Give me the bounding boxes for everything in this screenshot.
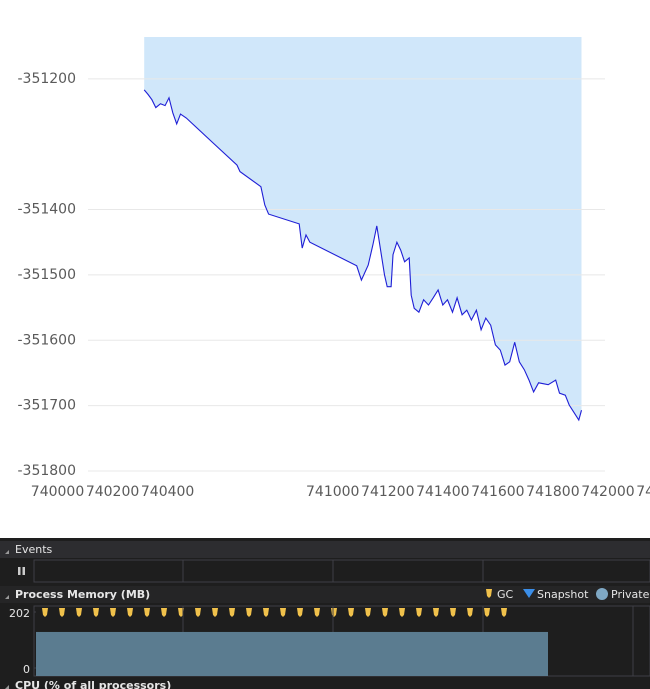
- pause-button[interactable]: [18, 567, 25, 575]
- cpu-title: CPU (% of all processors): [15, 679, 171, 689]
- y-tick-label: -351600: [18, 332, 77, 348]
- x-tick-label: 741600: [471, 484, 524, 500]
- gc-marker: [229, 608, 235, 617]
- memory-title: Process Memory (MB): [15, 588, 150, 601]
- y-tick-label: -351500: [18, 267, 77, 283]
- gc-marker: [314, 608, 320, 617]
- gc-marker: [450, 608, 456, 617]
- gc-marker: [467, 608, 473, 617]
- gc-marker: [246, 608, 252, 617]
- x-tick-label: 742200: [636, 484, 650, 500]
- y-tick-label: -351400: [18, 202, 77, 218]
- y-tick-label: -351800: [18, 463, 77, 479]
- x-tick-label: 741200: [361, 484, 414, 500]
- memory-tick-label: 202: [9, 607, 30, 620]
- legend-gc: GC: [497, 588, 514, 601]
- gc-marker: [501, 608, 507, 617]
- memory-tick-label: 0: [23, 663, 30, 676]
- legend-snapshot: Snapshot: [537, 588, 589, 601]
- private-bytes: [36, 631, 548, 676]
- legend-private: Private: [611, 588, 650, 601]
- gc-marker: [161, 608, 167, 617]
- gc-marker: [280, 608, 286, 617]
- gc-marker: [484, 608, 490, 617]
- x-tick-label: 740000: [31, 484, 84, 500]
- y-tick-label: -351700: [18, 398, 77, 414]
- gc-marker: [110, 608, 116, 617]
- events-title: Events: [15, 543, 53, 556]
- gc-marker: [348, 608, 354, 617]
- diagnostic-tools: Events Process Memory (MB) GC Snapshot P…: [0, 538, 650, 689]
- y-tick-label: -351200: [18, 71, 77, 87]
- gc-marker: [93, 608, 99, 617]
- chart: -351200 -351400 -351500 -351600 -351700 -3518…: [18, 37, 650, 500]
- legend-gc-icon: [486, 589, 492, 598]
- gc-marker: [59, 608, 65, 617]
- gc-marker: [416, 608, 422, 617]
- gc-marker: [365, 608, 371, 617]
- events-track: [33, 559, 650, 583]
- x-tick-label: 742000: [581, 484, 634, 500]
- collapse-icon[interactable]: [5, 685, 9, 689]
- gc-marker: [399, 608, 405, 617]
- x-tick-label: 741400: [416, 484, 469, 500]
- line: [143, 89, 583, 422]
- gc-marker: [144, 608, 150, 617]
- x-tick-label: 740400: [141, 484, 194, 500]
- collapse-icon[interactable]: [5, 550, 9, 554]
- gc-marker: [297, 608, 303, 617]
- gc-marker: [127, 608, 133, 617]
- legend-snapshot-icon: [523, 589, 535, 598]
- area: [144, 37, 582, 420]
- collapse-icon[interactable]: [5, 595, 9, 599]
- gc-marker: [76, 608, 82, 617]
- gc-marker: [212, 608, 218, 617]
- legend-private-icon: [596, 588, 608, 600]
- x-tick-label: 740200: [86, 484, 139, 500]
- gc-marker: [433, 608, 439, 617]
- gc-marker: [263, 608, 269, 617]
- gc-marker: [195, 608, 201, 617]
- events-header: [0, 541, 650, 558]
- gc-marker: [382, 608, 388, 617]
- x-tick-label: 741000: [306, 484, 359, 500]
- gc-marker: [42, 608, 48, 617]
- x-tick-label: 741800: [526, 484, 579, 500]
